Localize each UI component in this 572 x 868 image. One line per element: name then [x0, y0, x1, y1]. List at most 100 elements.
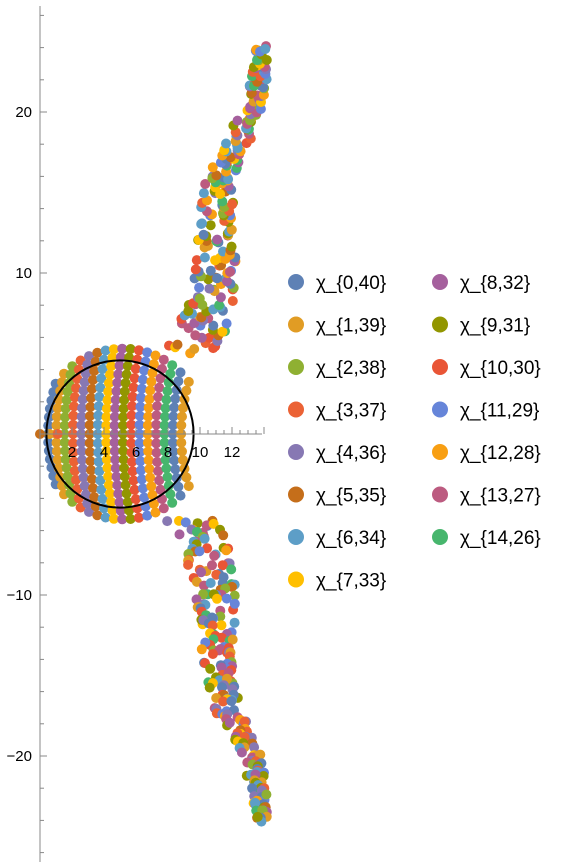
x-tick-label: 10 — [192, 444, 209, 461]
data-point — [189, 344, 200, 354]
data-point — [112, 480, 123, 491]
data-point — [217, 326, 228, 337]
data-point — [169, 455, 180, 466]
data-point — [136, 465, 146, 476]
data-point — [127, 466, 138, 477]
data-point — [145, 385, 156, 396]
data-point — [218, 530, 229, 541]
data-point — [168, 411, 179, 422]
legend-label: χ_{6,34} — [316, 528, 386, 549]
data-point — [155, 484, 166, 495]
data-point — [252, 811, 263, 822]
data-point — [59, 437, 70, 448]
data-point — [236, 747, 247, 758]
data-point — [153, 391, 164, 402]
data-point — [167, 497, 178, 508]
data-point — [212, 593, 222, 604]
data-point — [142, 437, 153, 448]
data-point — [106, 361, 117, 372]
legend-label: χ_{0,40} — [316, 273, 386, 294]
data-point — [199, 252, 210, 263]
legend-label: χ_{13,27} — [460, 486, 541, 507]
data-point — [95, 382, 106, 393]
data-point — [190, 264, 201, 275]
data-point — [130, 363, 141, 374]
data-point — [126, 438, 137, 449]
data-point — [214, 300, 225, 311]
data-point — [85, 411, 95, 421]
data-point — [191, 255, 202, 266]
legend-swatch — [288, 274, 304, 290]
data-point — [229, 598, 240, 609]
data-point — [61, 462, 72, 473]
data-point — [215, 292, 226, 303]
data-point — [178, 455, 188, 465]
data-point — [89, 492, 100, 503]
data-point — [110, 403, 121, 414]
data-point — [118, 437, 128, 448]
data-point — [127, 391, 138, 402]
data-point — [160, 411, 170, 422]
data-point — [249, 742, 260, 753]
data-point — [147, 490, 158, 500]
data-point — [60, 403, 71, 414]
data-point — [174, 529, 185, 540]
data-point — [260, 44, 271, 54]
data-point — [105, 488, 115, 499]
data-point — [125, 344, 136, 354]
data-point — [77, 403, 88, 413]
data-point — [194, 546, 205, 557]
data-point — [142, 510, 153, 521]
data-point — [144, 463, 155, 474]
data-point — [168, 437, 178, 448]
data-point — [150, 507, 161, 518]
data-point — [183, 376, 194, 387]
data-point — [126, 410, 137, 421]
data-point — [134, 438, 145, 449]
x-tick-label: 8 — [164, 444, 172, 461]
data-point — [121, 488, 132, 499]
data-point — [180, 517, 191, 528]
data-point — [121, 369, 132, 380]
data-point — [93, 419, 103, 430]
data-point — [216, 662, 227, 673]
data-point — [100, 345, 111, 356]
data-point — [94, 391, 105, 402]
legend-swatch — [432, 316, 448, 333]
data-point — [69, 456, 79, 467]
data-point — [84, 438, 95, 448]
data-point — [62, 386, 73, 397]
data-point — [147, 368, 158, 378]
legend-swatch — [432, 359, 448, 375]
data-point — [204, 283, 215, 294]
data-point — [198, 188, 209, 199]
data-point — [78, 385, 89, 396]
points-layer — [35, 41, 272, 827]
data-point — [85, 401, 96, 412]
data-point — [120, 378, 131, 388]
data-point — [173, 481, 184, 492]
data-point — [59, 420, 70, 431]
data-point — [183, 481, 194, 492]
data-point — [76, 420, 87, 431]
data-point — [223, 174, 234, 185]
data-point — [207, 649, 218, 659]
data-point — [108, 513, 119, 524]
data-point — [221, 545, 232, 556]
legend-swatch — [288, 444, 304, 460]
data-point — [205, 578, 216, 588]
data-point — [68, 438, 79, 449]
data-point — [183, 559, 194, 570]
legend-label: χ_{1,39} — [316, 316, 386, 337]
data-point — [69, 392, 80, 403]
data-point — [167, 360, 178, 371]
data-point — [76, 446, 87, 457]
legend-swatch — [432, 274, 448, 290]
legend-label: χ_{2,38} — [316, 358, 386, 379]
data-point — [170, 393, 181, 404]
data-point — [102, 395, 113, 406]
data-point — [216, 632, 227, 643]
data-point — [108, 344, 119, 355]
data-point — [93, 456, 104, 467]
data-point — [114, 360, 125, 371]
